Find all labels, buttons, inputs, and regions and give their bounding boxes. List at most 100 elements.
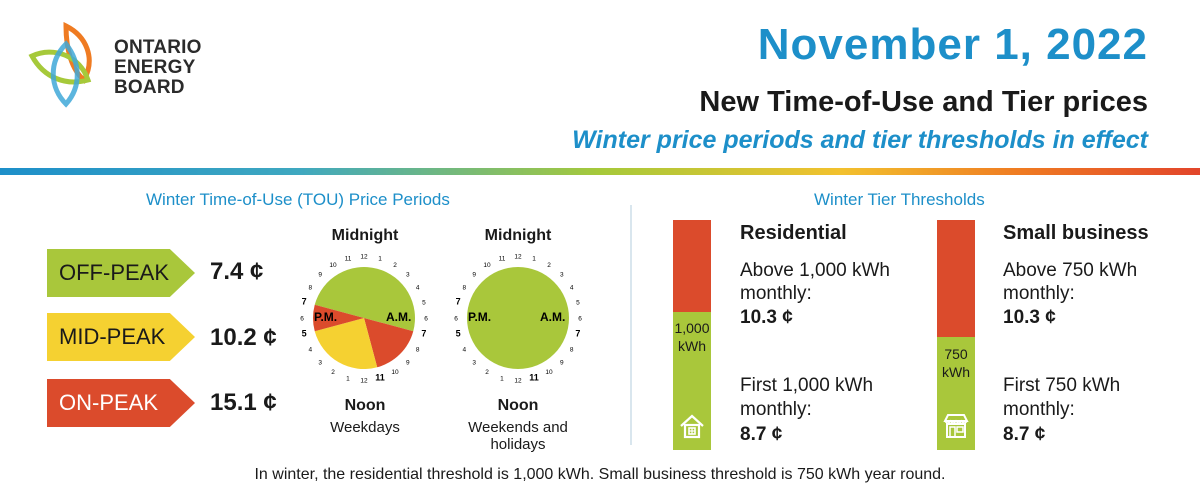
weekend-hour-tick: 6 [454,316,458,323]
weekday-hour-tick: 3 [318,359,322,366]
weekend-hour-tick: 11 [499,256,506,263]
weekday-midnight-label: Midnight [331,227,399,244]
residential-above-text-2: monthly: [740,283,812,304]
weekday-hour-tick: 1 [378,256,382,263]
logo-text-line-1: ONTARIO [114,37,202,58]
weekend-hour-tick: 9 [472,272,476,279]
weekday-hour-tick: 1 [346,375,350,382]
weekday-hour-tick: 9 [318,272,322,279]
weekend-hour-tick: 4 [462,347,466,354]
residential-threshold-unit: kWh [678,338,706,354]
weekend-hour-tick: 3 [560,272,564,279]
weekday-hour-tick: 2 [393,262,397,269]
business-heading: Small business [1003,222,1149,244]
mid-peak-label: MID-PEAK [47,313,195,361]
weekday-hour-tick: 9 [406,359,410,366]
weekend-am-label: A.M. [540,310,565,324]
weekend-hour-tick: 4 [570,285,574,292]
oeb-logo-icon [28,22,92,108]
residential-above-price: 10.3 ¢ [740,307,793,328]
tier-section-title: Winter Tier Thresholds [814,190,985,209]
weekend-hour-tick: 10 [545,369,553,376]
weekend-hour-tick: 8 [462,285,466,292]
weekday-am-label: A.M. [386,310,411,324]
weekday-hour-tick: 12 [360,254,368,261]
weekday-on-peak-evening-sector [313,304,364,332]
business-upper-tier-bar [937,220,975,337]
weekday-hour-tick: 5 [422,299,426,306]
weekend-hour-tick: 11 [529,372,539,382]
weekend-hour-tick: 6 [578,316,582,323]
weekday-hour-tick: 12 [360,378,368,385]
off-peak-label: OFF-PEAK [47,249,195,297]
weekday-hour-tick: 7 [302,296,307,306]
residential-first-price: 8.7 ¢ [740,424,783,445]
logo-text-line-2: ENERGY [114,57,196,78]
off-peak-price: 7.4 ¢ [210,258,264,285]
weekday-hour-tick: 7 [421,329,426,339]
weekday-hour-tick: 3 [406,272,410,279]
weekday-hour-tick: 6 [424,316,428,323]
business-threshold-value: 750 [944,346,968,362]
weekend-hour-tick: 1 [532,256,536,263]
residential-first-text-2: monthly: [740,399,812,420]
weekday-hour-tick: 8 [308,285,312,292]
gradient-divider [0,168,1200,175]
weekend-hour-tick: 1 [500,375,504,382]
weekday-hour-tick: 4 [416,285,420,292]
weekend-noon-label: Noon [497,397,539,414]
page-title: New Time-of-Use and Tier prices [699,86,1148,118]
weekday-hour-tick: 6 [300,316,304,323]
weekday-mid-peak-sector [314,318,378,369]
footer-note: In winter, the residential threshold is … [254,466,946,483]
weekend-hour-tick: 7 [456,296,461,306]
weekday-pm-label: P.M. [314,310,337,324]
weekend-hour-tick: 3 [472,359,476,366]
business-threshold-unit: kWh [942,364,970,380]
house-icon [680,414,704,439]
weekend-midnight-label: Midnight [484,227,552,244]
weekday-hour-tick: 8 [416,347,420,354]
weekday-hour-tick: 10 [329,262,337,269]
weekday-caption: Weekdays [330,419,400,436]
weekday-off-peak-sector [314,267,415,332]
weekday-hour-tick: 10 [391,369,399,376]
weekend-hour-tick: 12 [514,254,522,261]
weekday-hour-tick: 11 [375,372,385,382]
weekend-hour-tick: 5 [456,329,461,339]
weekend-off-peak-sector [467,267,569,369]
weekend-hour-tick: 5 [576,299,580,306]
on-peak-label: ON-PEAK [47,379,195,427]
logo-text-line-3: BOARD [114,77,185,98]
residential-first-text-1: First 1,000 kWh [740,375,874,396]
business-above-price: 10.3 ¢ [1003,307,1056,328]
business-first-price: 8.7 ¢ [1003,424,1046,445]
residential-threshold-value: 1,000 [674,320,710,336]
tou-section-title: Winter Time-of-Use (TOU) Price Periods [146,190,450,209]
weekday-hour-tick: 11 [345,256,352,263]
page-subtitle: Winter price periods and tier thresholds… [572,126,1148,154]
business-above-text-1: Above 750 kWh [1003,260,1138,281]
weekday-hour-tick: 4 [308,347,312,354]
weekend-hour-tick: 12 [514,378,522,385]
residential-above-text-1: Above 1,000 kWh [740,260,890,281]
residential-upper-tier-bar [673,220,711,312]
residential-lower-tier-bar [673,312,711,450]
weekday-on-peak-morning-sector [364,318,414,368]
section-divider [630,205,632,445]
weekday-noon-label: Noon [344,397,386,414]
weekday-hour-tick: 2 [331,369,335,376]
weekend-hour-tick: 7 [575,329,580,339]
weekend-pm-label: P.M. [468,310,491,324]
weekday-hour-tick: 5 [302,329,307,339]
weekend-hour-tick: 10 [483,262,491,269]
weekend-hour-tick: 2 [547,262,551,269]
business-lower-tier-bar [937,337,975,450]
weekend-caption: Weekends and holidays [468,419,568,453]
weekend-hour-tick: 9 [560,359,564,366]
business-first-text-2: monthly: [1003,399,1075,420]
mid-peak-price: 10.2 ¢ [210,324,277,351]
date-heading: November 1, 2022 [757,20,1148,69]
